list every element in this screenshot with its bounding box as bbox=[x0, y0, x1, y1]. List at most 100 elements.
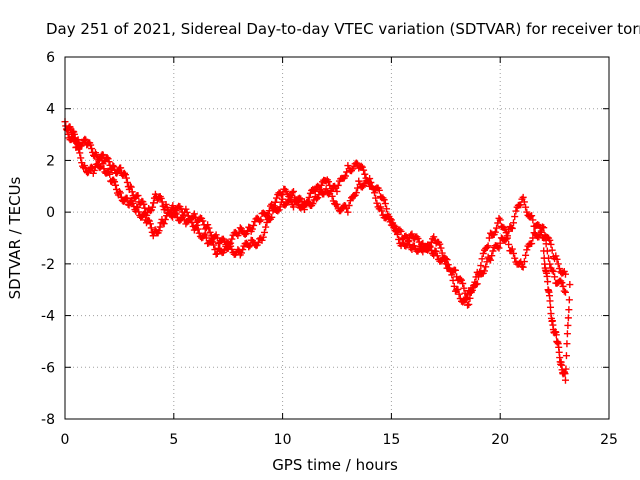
y-tick-label: -6 bbox=[41, 360, 55, 376]
data-point-fill bbox=[99, 160, 107, 168]
data-point-fill bbox=[493, 224, 501, 232]
data-point-fill bbox=[410, 242, 418, 250]
data-point-fill bbox=[523, 208, 531, 216]
data-point-fill bbox=[511, 213, 519, 221]
data-point-fill bbox=[539, 223, 547, 231]
data-point-fill bbox=[489, 247, 497, 255]
data-point-fill bbox=[160, 220, 168, 228]
data-point bbox=[551, 273, 559, 281]
data-point-fill bbox=[436, 240, 444, 248]
data-point-fill bbox=[456, 275, 464, 283]
data-point bbox=[496, 239, 504, 247]
data-point-fill bbox=[564, 314, 572, 322]
data-point bbox=[496, 216, 504, 224]
data-point-fill bbox=[147, 224, 155, 232]
data-point-fill bbox=[64, 130, 72, 138]
data-point-fill bbox=[273, 194, 281, 202]
data-point-fill bbox=[312, 195, 320, 203]
data-point-fill bbox=[221, 246, 229, 254]
data-point-fill bbox=[162, 200, 170, 208]
data-point bbox=[561, 270, 569, 278]
y-tick-label: -4 bbox=[41, 309, 55, 325]
data-point-fill bbox=[459, 279, 467, 287]
data-point-fill bbox=[111, 178, 119, 186]
data-point-fill bbox=[127, 183, 135, 191]
data-point-fill bbox=[419, 248, 427, 256]
data-point-fill bbox=[503, 234, 511, 242]
data-point-fill bbox=[548, 246, 556, 254]
data-point-fill bbox=[465, 300, 473, 308]
data-point-fill bbox=[248, 225, 256, 233]
y-tick-label: 2 bbox=[46, 153, 55, 169]
data-point-fill bbox=[90, 166, 98, 174]
data-point bbox=[561, 288, 569, 296]
data-point-fill bbox=[172, 210, 180, 218]
data-point-fill bbox=[204, 221, 212, 229]
data-point-fill bbox=[483, 243, 491, 251]
data-point-fill bbox=[259, 233, 267, 241]
data-point bbox=[540, 247, 548, 255]
data-point-fill bbox=[509, 219, 517, 227]
data-point-fill bbox=[488, 252, 496, 260]
data-point-fill bbox=[121, 171, 129, 179]
data-point bbox=[202, 234, 210, 242]
data-point-fill bbox=[134, 203, 142, 211]
data-point-fill bbox=[549, 267, 557, 275]
data-point-fill bbox=[314, 194, 322, 202]
data-point-fill bbox=[480, 267, 488, 275]
data-point-fill bbox=[430, 233, 438, 241]
data-point bbox=[507, 224, 515, 232]
data-point-fill bbox=[103, 154, 111, 162]
data-point-fill bbox=[414, 235, 422, 243]
chart-title: Day 251 of 2021, Sidereal Day-to-day VTE… bbox=[46, 20, 640, 38]
data-point-fill bbox=[564, 321, 572, 329]
data-point-fill bbox=[501, 225, 509, 233]
data-point-fill bbox=[378, 207, 386, 215]
data-point bbox=[289, 203, 297, 211]
data-point bbox=[377, 203, 385, 211]
data-point-fill bbox=[237, 249, 245, 257]
data-point-fill bbox=[158, 198, 166, 206]
data-point-fill bbox=[386, 215, 394, 223]
x-tick-label: 15 bbox=[382, 432, 400, 448]
data-point-fill bbox=[188, 219, 196, 227]
data-point bbox=[126, 182, 134, 190]
data-point-fill bbox=[364, 178, 372, 186]
data-point-fill bbox=[511, 254, 519, 262]
data-point-fill bbox=[373, 199, 381, 207]
y-tick-label: -8 bbox=[41, 412, 55, 428]
data-point-fill bbox=[341, 172, 349, 180]
data-point-fill bbox=[271, 198, 279, 206]
data-point-fill bbox=[201, 230, 209, 238]
data-point-fill bbox=[250, 221, 258, 229]
data-point-fill bbox=[563, 340, 571, 348]
data-point-fill bbox=[547, 240, 555, 248]
data-point-fill bbox=[380, 196, 388, 204]
data-point bbox=[257, 216, 265, 224]
data-point-fill bbox=[470, 283, 478, 291]
data-point bbox=[518, 262, 526, 270]
data-point-fill bbox=[562, 365, 570, 373]
data-point bbox=[529, 216, 537, 224]
data-point bbox=[235, 229, 243, 237]
data-point-fill bbox=[265, 207, 273, 215]
data-point-fill bbox=[167, 212, 175, 220]
data-point-fill bbox=[558, 279, 566, 287]
data-point-fill bbox=[326, 181, 334, 189]
axis-ticks: 0 5 10 15 20 25 -8 -6 -4 -2 0 2 4 6 bbox=[41, 50, 618, 448]
data-point-fill bbox=[195, 229, 203, 237]
data-point-fill bbox=[546, 236, 554, 244]
data-point-fill bbox=[350, 192, 358, 200]
data-point-fill bbox=[363, 176, 371, 184]
data-point-fill bbox=[484, 242, 492, 250]
data-point-fill bbox=[416, 242, 424, 250]
data-point-fill bbox=[560, 287, 568, 295]
data-point-fill bbox=[140, 200, 148, 208]
data-point-fill bbox=[494, 243, 502, 251]
data-point-fill bbox=[502, 235, 510, 243]
data-point-fill bbox=[432, 247, 440, 255]
data-point-fill bbox=[554, 260, 562, 268]
data-point-fill bbox=[242, 239, 250, 247]
data-point-fill bbox=[129, 199, 137, 207]
data-point bbox=[540, 224, 548, 232]
